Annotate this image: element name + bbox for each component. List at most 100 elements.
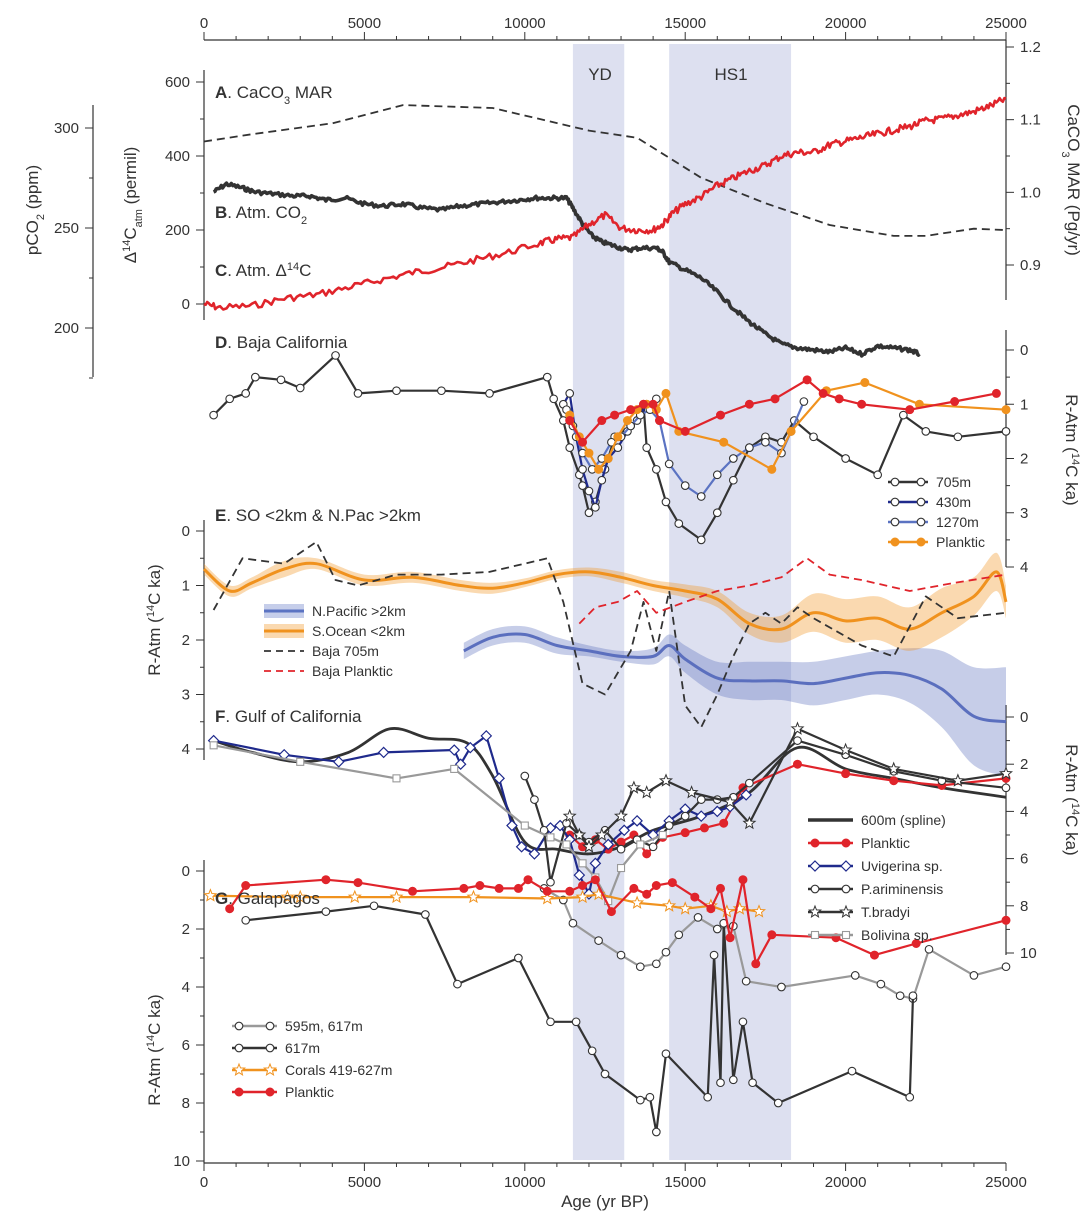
g-s0-point bbox=[635, 962, 645, 972]
y-tick-label: 3 bbox=[182, 687, 190, 704]
panel-f-title: F. Gulf of California bbox=[215, 707, 362, 726]
f-s3-point bbox=[1001, 783, 1011, 793]
x-axis-bottom: 0 5000 10000 15000 20000 25000 bbox=[200, 1162, 1027, 1191]
legend-label: 705m bbox=[936, 474, 971, 490]
d-s0-point bbox=[392, 386, 401, 396]
d-s2-point bbox=[799, 397, 809, 406]
legend-marker bbox=[232, 1062, 246, 1077]
x-axis-top: 0 5000 10000 15000 20000 25000 bbox=[200, 15, 1027, 41]
f-s2-point bbox=[332, 755, 345, 768]
series-d-s4 bbox=[565, 375, 1001, 447]
g-s2-point bbox=[662, 898, 677, 912]
y-tick-label: 1 bbox=[1020, 396, 1028, 413]
abc-d14c-line bbox=[203, 96, 1007, 311]
d-s4-point bbox=[680, 426, 690, 436]
g-s3-point bbox=[513, 883, 523, 893]
d-s4-point bbox=[638, 399, 648, 409]
y-tick-label: 6 bbox=[1020, 851, 1028, 868]
y-tick-label: 4 bbox=[182, 741, 190, 758]
legend-e-entry: N.Pacific >2km bbox=[264, 603, 406, 619]
g-s2-point bbox=[575, 889, 590, 904]
axis-title-d14c: Δ14Catm (permil) bbox=[121, 147, 145, 264]
f-s2-point bbox=[464, 741, 477, 754]
g-s1-point bbox=[728, 1075, 738, 1085]
f-s5-point bbox=[658, 830, 667, 840]
d-s1-point bbox=[578, 465, 587, 474]
g-s1-point bbox=[703, 1092, 713, 1102]
legend-f-entry: 600m (spline) bbox=[808, 812, 946, 828]
d-s1-point bbox=[565, 389, 575, 398]
f-s2-point bbox=[448, 744, 461, 756]
g-s1-point bbox=[421, 910, 430, 919]
g-s0-point bbox=[850, 971, 860, 980]
f-s4-point bbox=[838, 742, 853, 757]
d-s0-point bbox=[642, 443, 652, 453]
d-s0-point bbox=[241, 389, 251, 398]
d-s4-point bbox=[802, 375, 812, 385]
d-s0-point bbox=[953, 432, 963, 442]
legend-marker bbox=[234, 1087, 244, 1097]
d-s0-point bbox=[661, 497, 671, 507]
legend-marker bbox=[916, 497, 926, 507]
d-s0-point bbox=[578, 481, 587, 490]
d-s3-point bbox=[719, 437, 729, 447]
d-s0-point bbox=[898, 410, 908, 420]
legend-e-entry: Baja Planktic bbox=[264, 663, 393, 679]
d-s0-point bbox=[225, 394, 235, 404]
axis-ratm-f: 0 2 4 6 8 10 bbox=[1005, 705, 1037, 962]
d-s3-point bbox=[613, 432, 623, 442]
d-s0-point bbox=[331, 351, 340, 360]
legend-marker bbox=[265, 1021, 275, 1031]
g-s3-point bbox=[408, 886, 418, 896]
data-layer bbox=[202, 96, 1013, 1137]
legend-e-entry: S.Ocean <2km bbox=[264, 623, 405, 639]
axis-title-ratm-e: R-Atm (14C ka) bbox=[145, 564, 164, 675]
g-s0-point bbox=[661, 947, 671, 957]
y-tick-label: 0 bbox=[182, 296, 190, 313]
e-s1-line bbox=[202, 561, 1008, 632]
f-s5-point bbox=[520, 821, 529, 830]
f-s3-point bbox=[680, 811, 690, 821]
y-tick-label: 8 bbox=[1020, 898, 1028, 915]
legend-marker bbox=[265, 1087, 275, 1097]
series-g-s3 bbox=[225, 875, 1011, 969]
legend-label: Corals 419-627m bbox=[285, 1062, 392, 1078]
legend-g-entry: Corals 419-627m bbox=[232, 1062, 392, 1078]
d-s4-point bbox=[578, 437, 588, 447]
g-s1-point bbox=[635, 1095, 645, 1105]
g-s1-point bbox=[321, 907, 331, 916]
y-tick-label: 2 bbox=[182, 632, 190, 649]
g-s0-point bbox=[1001, 962, 1011, 972]
g-s3-point bbox=[725, 933, 735, 943]
y-tick-label: 4 bbox=[1020, 559, 1028, 576]
d-s0-point bbox=[209, 410, 218, 420]
d-s0-point bbox=[565, 443, 575, 453]
g-s0-point bbox=[651, 959, 661, 969]
d-s0-point bbox=[674, 519, 684, 528]
y-tick-label: 200 bbox=[165, 222, 190, 239]
f-s4-point bbox=[613, 808, 628, 823]
d-s4-point bbox=[715, 410, 725, 420]
f-s2-point bbox=[377, 746, 390, 759]
f-s1-point bbox=[889, 776, 899, 786]
y-tick-label: 250 bbox=[54, 220, 79, 237]
g-s2-line bbox=[210, 893, 760, 913]
g-s2-point bbox=[347, 889, 362, 904]
y-tick-label: 10 bbox=[173, 1153, 190, 1170]
f-s4-point bbox=[886, 761, 901, 775]
legend-marker bbox=[810, 930, 820, 940]
y-tick-label: 300 bbox=[54, 120, 79, 137]
g-s2-point bbox=[203, 888, 218, 902]
y-tick-label: 10 bbox=[1020, 945, 1037, 962]
d-s2-point bbox=[728, 454, 738, 463]
panel-g-title: G. Galapagos bbox=[215, 889, 320, 908]
g-s0-point bbox=[741, 976, 751, 986]
d-s4-point bbox=[610, 410, 620, 420]
f-s2-point bbox=[515, 840, 528, 853]
f-s3-point bbox=[664, 821, 674, 830]
g-s2-point bbox=[732, 901, 747, 915]
y-tick-label: 2 bbox=[182, 921, 190, 938]
d-s0-point bbox=[584, 508, 594, 518]
legend-label: S.Ocean <2km bbox=[312, 623, 405, 639]
g-s1-point bbox=[908, 991, 918, 1001]
